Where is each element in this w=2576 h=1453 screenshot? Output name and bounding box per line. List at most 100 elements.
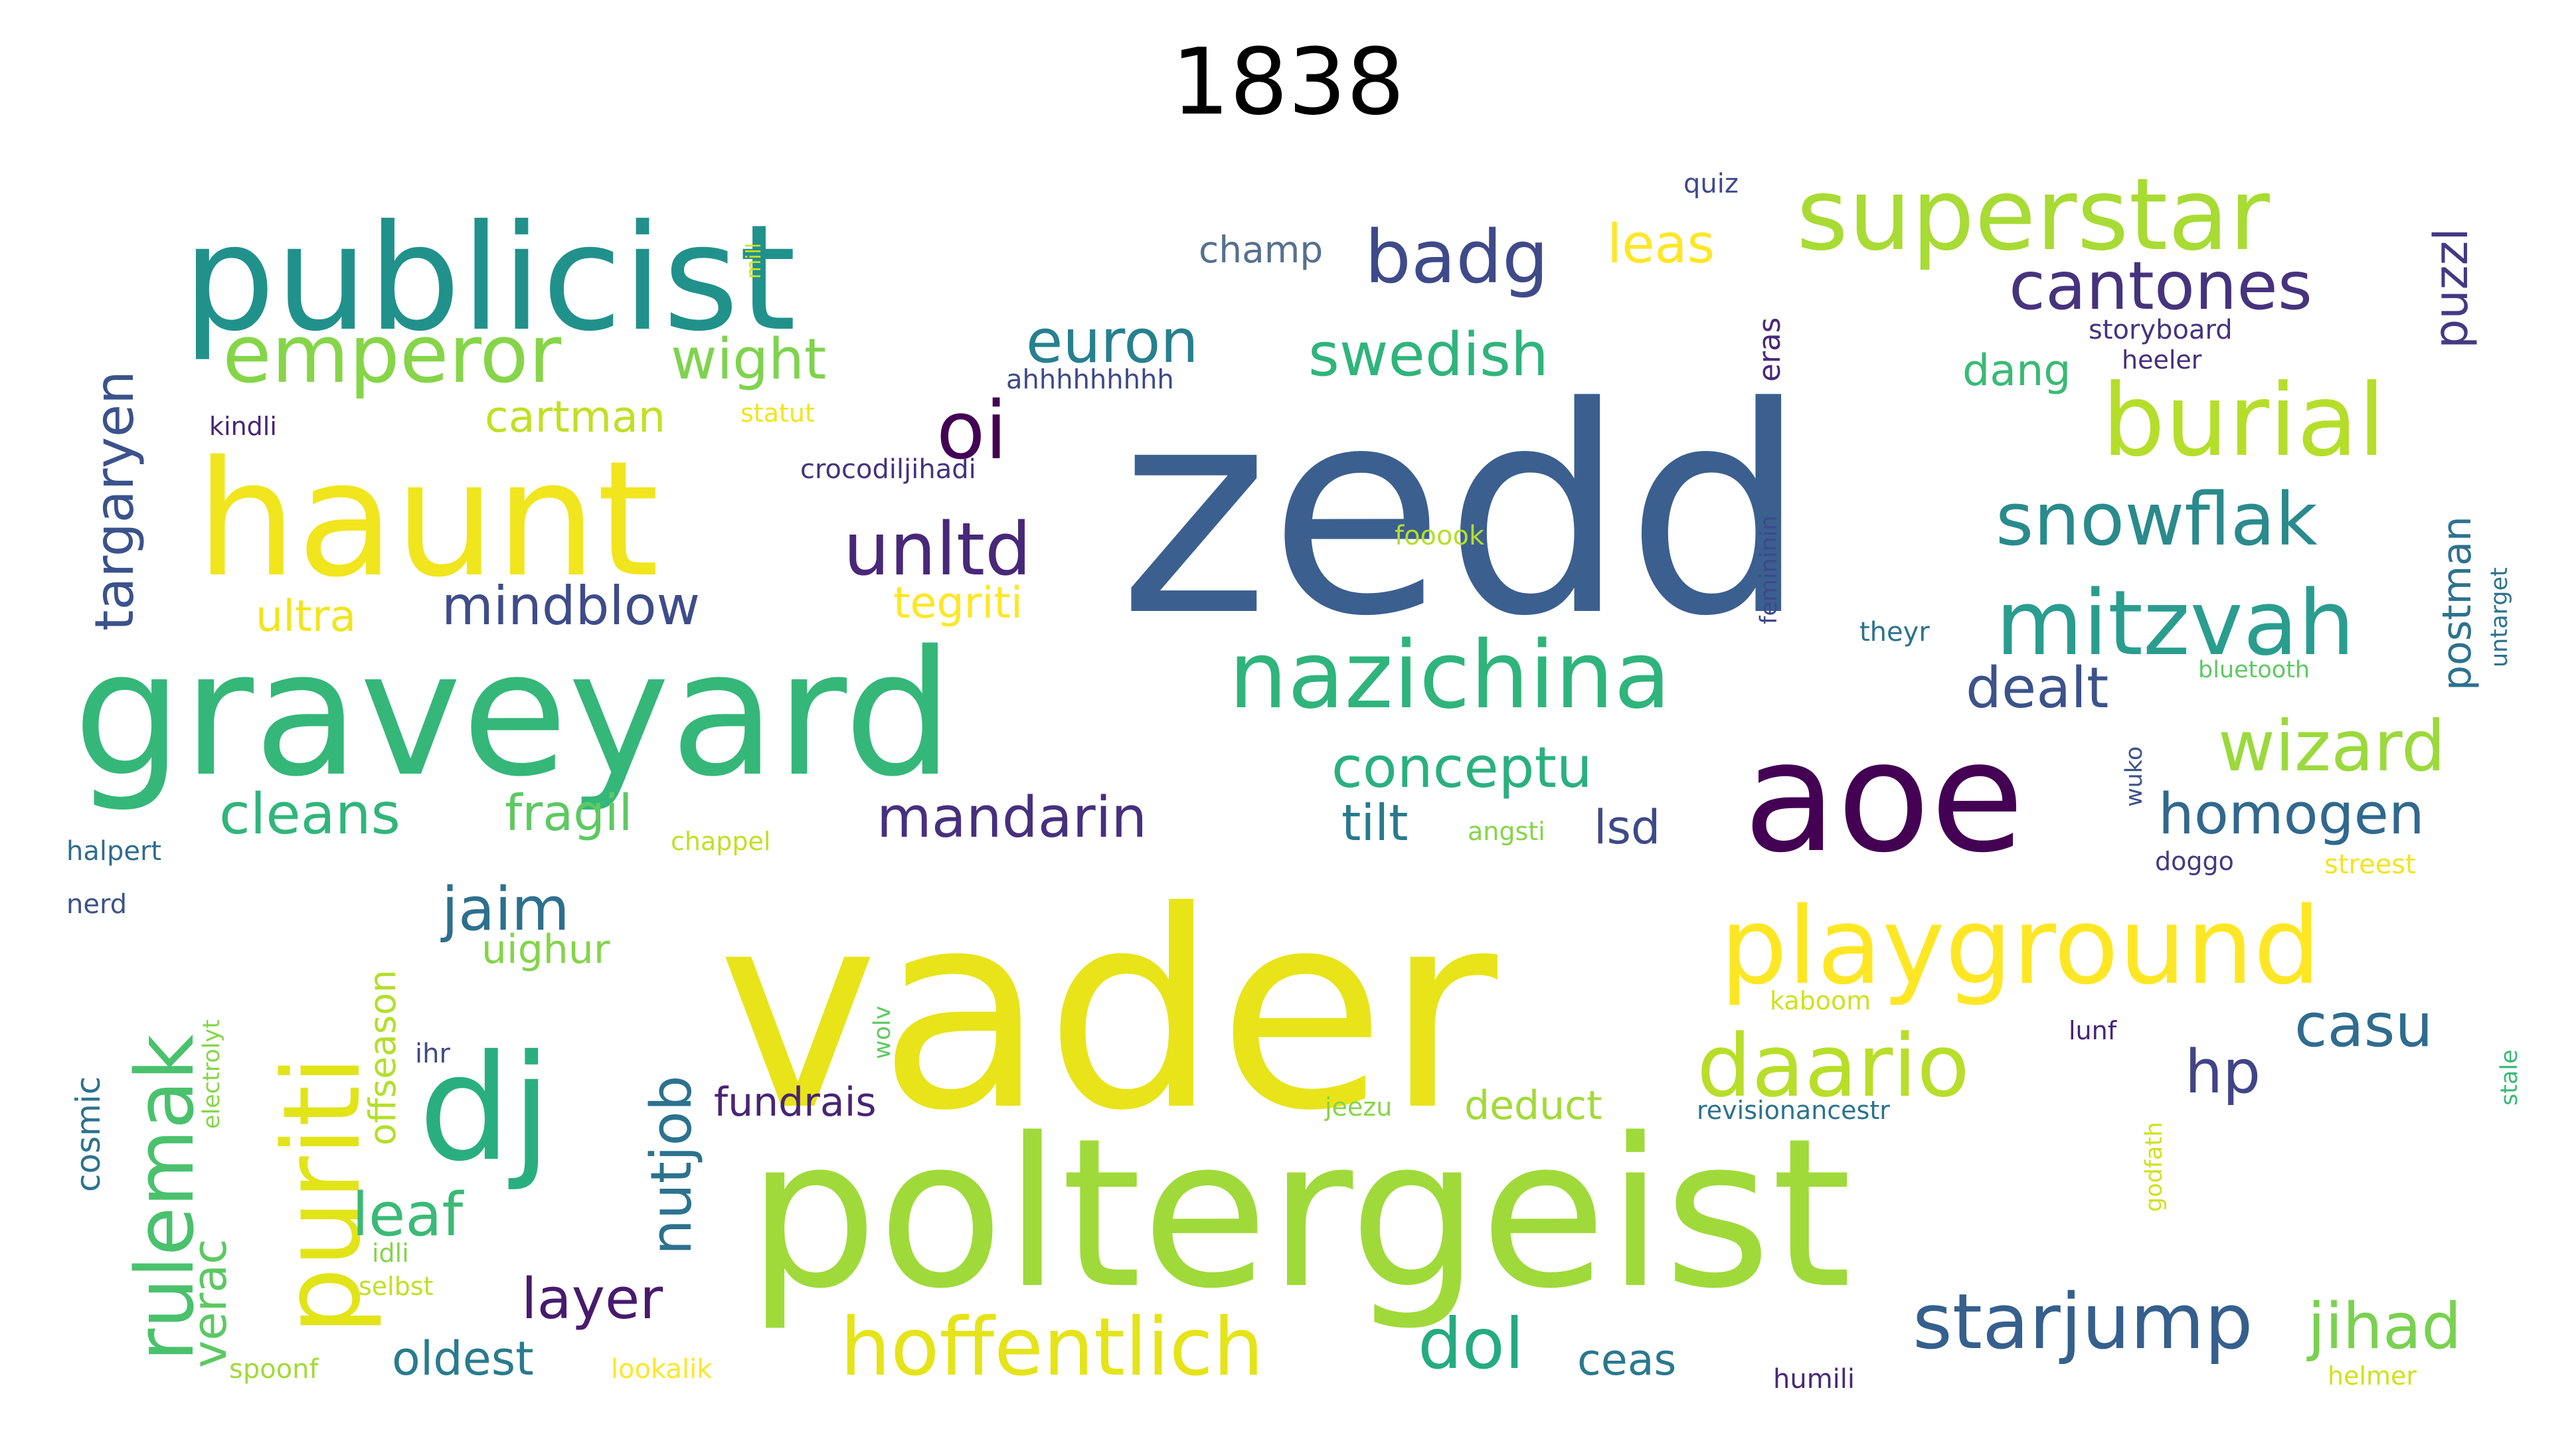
word-bluetooth: bluetooth <box>2198 657 2310 683</box>
figure-title: 1838 <box>1171 29 1405 135</box>
word-cleans: cleans <box>219 782 400 847</box>
word-wight: wight <box>671 327 826 392</box>
word-quiz: quiz <box>1683 169 1739 199</box>
word-fooook: fooook <box>1395 521 1485 551</box>
word-casu: casu <box>2294 991 2433 1061</box>
word-ihr: ihr <box>415 1039 450 1069</box>
word-hoffentlich: hoffentlich <box>840 1302 1264 1394</box>
word-unltd: unltd <box>843 507 1031 592</box>
word-badg: badg <box>1365 214 1549 299</box>
word-dj: dj <box>418 1023 552 1193</box>
word-stale: stale <box>2496 1049 2523 1106</box>
word-kaboom: kaboom <box>1770 986 1871 1015</box>
word-ahhhhhhhhh: ahhhhhhhhh <box>1006 365 1174 395</box>
word-jihad: jihad <box>2306 1290 2462 1363</box>
word-superstar: superstar <box>1796 157 2270 273</box>
word-wuko: wuko <box>2121 746 2148 807</box>
word-mindblow: mindblow <box>442 575 700 637</box>
word-conceptu: conceptu <box>1331 735 1592 801</box>
word-doggo: doggo <box>2155 847 2234 876</box>
word-tilt: tilt <box>1341 794 1409 852</box>
word-haunt: haunt <box>196 426 659 612</box>
word-lookalik: lookalik <box>611 1354 713 1385</box>
word-nazichina: nazichina <box>1229 622 1671 730</box>
word-starjump: starjump <box>1913 1278 2253 1367</box>
word-mandarin: mandarin <box>877 785 1147 851</box>
word-postman: postman <box>2434 516 2480 691</box>
word-statut: statut <box>740 398 815 428</box>
word-leaf: leaf <box>352 1180 465 1250</box>
word-aoe: aoe <box>1743 709 2024 887</box>
word-playground: playground <box>1720 884 2321 1008</box>
word-offseason: offseason <box>361 970 404 1146</box>
word-godfath: godfath <box>2141 1122 2168 1212</box>
word-zedd: zedd <box>1119 347 1807 679</box>
word-wolv: wolv <box>869 1006 896 1059</box>
word-oldest: oldest <box>392 1331 534 1386</box>
word-humili: humili <box>1773 1364 1855 1395</box>
word-deduct: deduct <box>1464 1082 1602 1129</box>
word-ultra: ultra <box>256 592 356 641</box>
word-fundrais: fundrais <box>714 1079 877 1126</box>
word-targaryen: targaryen <box>84 371 145 631</box>
word-daario: daario <box>1697 1015 1970 1116</box>
word-spoonf: spoonf <box>229 1354 319 1385</box>
word-untarget: untarget <box>2486 567 2513 667</box>
word-selbst: selbst <box>359 1272 434 1301</box>
word-cartman: cartman <box>485 392 665 442</box>
word-wizard: wizard <box>2218 706 2445 787</box>
word-chappel: chappel <box>671 827 770 856</box>
word-swedish: swedish <box>1308 320 1549 390</box>
word-fragil: fragil <box>505 784 632 842</box>
word-dang: dang <box>1962 346 2071 396</box>
word-kindli: kindli <box>209 412 277 441</box>
word-heeler: heeler <box>2122 345 2202 375</box>
word-puzzl: puzzl <box>2424 228 2478 349</box>
word-jaim: jaim <box>440 875 570 944</box>
word-dol: dol <box>1418 1304 1524 1385</box>
word-eras: eras <box>1752 317 1787 382</box>
word-champ: champ <box>1199 228 1323 271</box>
word-lunf: lunf <box>2069 1016 2118 1045</box>
word-crocodiljihadi: crocodiljihadi <box>800 454 976 485</box>
word-streest: streest <box>2324 849 2416 880</box>
word-graveyard: graveyard <box>73 614 954 815</box>
word-uighur: uighur <box>481 926 610 973</box>
word-idli: idli <box>372 1239 409 1268</box>
word-storyboard: storyboard <box>2089 315 2233 345</box>
word-tegriti: tegriti <box>893 578 1023 628</box>
word-jeezu: jeezu <box>1324 1092 1392 1122</box>
word-angsti: angsti <box>1468 817 1545 846</box>
word-nutjob: nutjob <box>639 1075 705 1255</box>
word-homogen: homogen <box>2158 782 2425 847</box>
word-emperor: emperor <box>222 309 562 401</box>
word-lsd: lsd <box>1594 800 1660 855</box>
word-puriti: puriti <box>260 1056 384 1335</box>
word-mitzvah: mitzvah <box>1996 571 2355 675</box>
word-revisionancestr: revisionancestr <box>1697 1096 1890 1125</box>
word-electrolyt: electrolyt <box>199 1019 225 1129</box>
word-ceas: ceas <box>1577 1335 1676 1385</box>
word-vader: vader <box>717 853 1500 1170</box>
word-nerd: nerd <box>66 889 127 920</box>
word-halpert: halpert <box>66 836 161 867</box>
word-mill: mill <box>742 243 766 279</box>
word-femininin: femininin <box>1756 515 1782 624</box>
word-helmer: helmer <box>2328 1361 2417 1391</box>
word-leas: leas <box>1607 213 1715 275</box>
word-oi: oi <box>936 385 1007 477</box>
word-publicist: publicist <box>183 193 796 363</box>
word-layer: layer <box>521 1266 663 1332</box>
word-theyr: theyr <box>1859 617 1930 647</box>
word-dealt: dealt <box>1966 655 2108 721</box>
word-poltergeist: poltergeist <box>747 1094 1852 1334</box>
word-cosmic: cosmic <box>69 1076 108 1192</box>
word-hp: hp <box>2185 1037 2261 1107</box>
word-euron: euron <box>1026 307 1199 377</box>
word-rulemak: rulemak <box>120 1034 212 1361</box>
word-cantones: cantones <box>2009 247 2312 325</box>
word-snowflak: snowflak <box>1996 477 2318 562</box>
word-verac: verac <box>183 1239 237 1368</box>
